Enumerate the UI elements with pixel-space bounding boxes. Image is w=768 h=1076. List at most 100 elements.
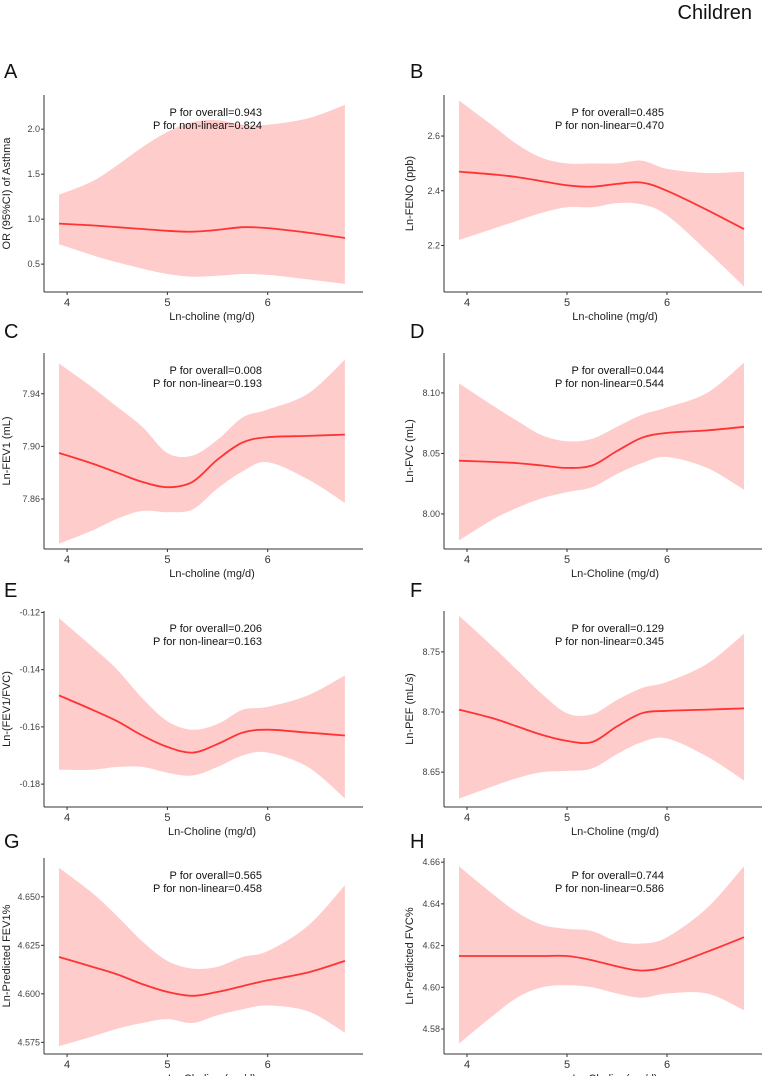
p-nonlinear-annotation: P for non-linear=0.193 <box>153 378 262 390</box>
x-tick-label: 4 <box>64 297 70 309</box>
p-nonlinear-annotation: P for non-linear=0.163 <box>153 636 262 648</box>
figure-title: Children <box>678 2 752 24</box>
y-tick-label: 4.575 <box>17 1037 40 1047</box>
panel-f: F 4 5 6 8.65 8.70 8.75 Ln-Choline (mg/d) Ln-PEF … <box>404 580 762 838</box>
y-tick-label: 7.86 <box>22 494 40 504</box>
y-tick-label: 8.10 <box>422 388 440 398</box>
y-tick-label: 4.64 <box>422 899 440 909</box>
p-nonlinear-annotation: P for non-linear=0.470 <box>555 120 664 132</box>
x-tick-label: 5 <box>164 297 170 309</box>
y-axis-label: OR (95%CI) of Asthma <box>1 137 13 250</box>
x-tick-label: 4 <box>464 812 470 824</box>
y-tick-label: -0.12 <box>19 607 40 617</box>
x-axis-label: Ln-choline (mg/d) <box>169 568 255 580</box>
confidence-band <box>459 615 744 799</box>
x-tick-label: 6 <box>265 1059 271 1071</box>
y-axis-label: Ln-FVC (mL) <box>404 419 416 483</box>
y-axis-label: Ln-Predicted FEV1% <box>1 904 13 1007</box>
x-tick-label: 6 <box>265 812 271 824</box>
x-tick-label: 4 <box>64 812 70 824</box>
y-tick-label: 8.75 <box>422 647 440 657</box>
y-axis-label: Ln-FENO (ppb) <box>404 156 416 231</box>
y-tick-label: 4.66 <box>422 857 440 867</box>
x-tick-label: 4 <box>64 554 70 566</box>
x-tick-label: 5 <box>164 812 170 824</box>
p-overall-annotation: P for overall=0.129 <box>572 623 664 635</box>
panel-letter: E <box>4 580 17 602</box>
x-tick-label: 6 <box>664 554 670 566</box>
y-tick-label: 1.0 <box>27 214 40 224</box>
y-tick-label: 8.65 <box>422 767 440 777</box>
y-tick-label: 0.5 <box>27 259 40 269</box>
x-axis-label: Ln-Choline(mg/d) <box>573 1073 658 1076</box>
x-tick-label: 4 <box>64 1059 70 1071</box>
y-axis-label: Ln-FEV1 (mL) <box>1 416 13 485</box>
y-tick-label: 8.00 <box>422 509 440 519</box>
confidence-band <box>59 867 345 1047</box>
p-nonlinear-annotation: P for non-linear=0.458 <box>153 883 262 895</box>
panel-letter: B <box>410 61 423 83</box>
x-tick-label: 4 <box>464 554 470 566</box>
spline-curve <box>58 694 345 754</box>
x-axis-label: Ln-Choline (mg/d) <box>571 826 659 838</box>
spline-curve <box>58 222 346 239</box>
y-tick-label: 8.70 <box>422 707 440 717</box>
x-tick-label: 6 <box>265 554 271 566</box>
spline-curve <box>458 170 745 230</box>
y-tick-label: 4.62 <box>422 941 440 951</box>
x-tick-label: 6 <box>664 1059 670 1071</box>
confidence-band <box>459 866 744 1044</box>
y-tick-label: 2.0 <box>27 124 40 134</box>
y-tick-label: 4.58 <box>422 1024 440 1034</box>
x-axis-label: Ln-Choline (mg/d) <box>571 568 659 580</box>
x-tick-label: 4 <box>464 1059 470 1071</box>
panel-letter: A <box>4 61 18 83</box>
panel-letter: H <box>410 831 424 853</box>
y-tick-label: -0.18 <box>19 779 40 789</box>
y-tick-label: 2.6 <box>427 131 440 141</box>
y-tick-label: 4.60 <box>422 982 440 992</box>
y-tick-label: 7.90 <box>22 441 40 451</box>
confidence-band <box>459 100 744 287</box>
panel-d: D 4 5 6 8.00 8.05 8.10 Ln-Choline (mg/d) Ln-FVC … <box>404 321 762 580</box>
x-tick-label: 5 <box>564 554 570 566</box>
confidence-band <box>59 359 345 544</box>
p-overall-annotation: P for overall=0.485 <box>572 107 664 119</box>
y-axis-label: Ln-PEF (mL/s) <box>404 673 416 745</box>
y-tick-label: 8.05 <box>422 448 440 458</box>
x-tick-label: 5 <box>564 812 570 824</box>
spline-curve <box>58 956 346 997</box>
y-axis-label: Ln-Predicted FVC% <box>404 907 416 1004</box>
p-overall-annotation: P for overall=0.206 <box>170 623 262 635</box>
p-nonlinear-annotation: P for non-linear=0.345 <box>555 636 664 648</box>
p-overall-annotation: P for overall=0.008 <box>170 365 262 377</box>
panel-b: B 4 5 6 2.2 2.4 2.6 Ln-choline (mg/d) Ln-FENO (p… <box>404 61 762 323</box>
x-tick-label: 6 <box>664 297 670 309</box>
panel-letter: D <box>410 321 424 343</box>
panel-h: H 4 5 6 4.58 4.60 4.62 4.64 4.66 Ln-Choline(mg/d)… <box>404 831 762 1076</box>
x-axis-label: Ln-choline (mg/d) <box>572 311 658 323</box>
confidence-band <box>59 104 345 284</box>
panel-letter: F <box>410 580 422 602</box>
y-tick-label: -0.16 <box>19 722 40 732</box>
x-tick-label: 5 <box>564 1059 570 1071</box>
x-tick-label: 5 <box>164 1059 170 1071</box>
spline-curve <box>459 936 745 972</box>
y-tick-label: 4.600 <box>17 989 40 999</box>
panel-a: A 4 5 6 0.5 1.0 1.5 2.0 Ln-choline (mg/d) OR (95%… <box>1 61 363 323</box>
p-overall-annotation: P for overall=0.744 <box>572 870 664 882</box>
x-tick-label: 5 <box>564 297 570 309</box>
panel-c: C 4 5 6 7.86 7.90 7.94 Ln-choline (mg/d) Ln-FEV1… <box>1 321 363 580</box>
panel-g: G 4 5 6 4.575 4.600 4.625 4.650 Ln-Choline (mg/d… <box>1 831 363 1076</box>
p-nonlinear-annotation: P for non-linear=0.544 <box>555 378 664 390</box>
y-tick-label: 4.625 <box>17 940 40 950</box>
y-tick-label: 2.2 <box>427 240 440 250</box>
y-tick-label: 1.5 <box>27 169 40 179</box>
y-tick-label: 7.94 <box>22 389 40 399</box>
x-tick-label: 4 <box>464 297 470 309</box>
x-axis-label: Ln-Choline (mg/d) <box>168 826 256 838</box>
confidence-band <box>59 618 345 799</box>
spline-curve <box>58 433 345 489</box>
x-axis-label: Ln-choline (mg/d) <box>169 311 255 323</box>
p-overall-annotation: P for overall=0.044 <box>572 365 664 377</box>
